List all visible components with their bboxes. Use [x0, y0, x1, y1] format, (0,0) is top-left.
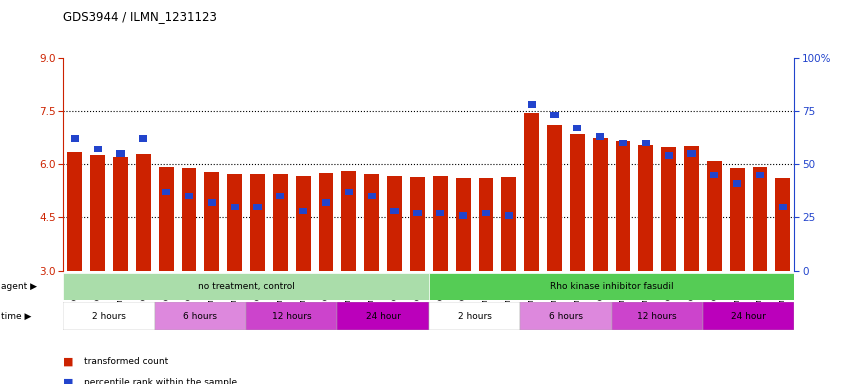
Text: transformed count: transformed count [84, 357, 169, 366]
Text: 24 hour: 24 hour [730, 311, 766, 321]
Bar [90, 155, 105, 271]
Text: no treatment, control: no treatment, control [197, 282, 295, 291]
Bar [227, 174, 242, 271]
Bar [295, 175, 311, 271]
Bar [113, 157, 127, 271]
Bar [63, 273, 428, 300]
Bar [390, 208, 398, 214]
Bar [661, 147, 675, 271]
Bar [432, 175, 447, 271]
Bar [755, 172, 763, 178]
Bar [204, 172, 219, 271]
Text: 2 hours: 2 hours [457, 311, 491, 321]
Bar [686, 150, 695, 157]
Bar [337, 302, 428, 330]
Bar [94, 146, 101, 152]
Bar [253, 204, 262, 210]
Text: percentile rank within the sample: percentile rank within the sample [84, 378, 237, 384]
Text: GDS3944 / ILMN_1231123: GDS3944 / ILMN_1231123 [63, 10, 217, 23]
Bar [638, 145, 652, 271]
Text: 6 hours: 6 hours [549, 311, 582, 321]
Bar [250, 174, 265, 271]
Bar [318, 173, 333, 271]
Bar [367, 193, 376, 199]
Bar [246, 302, 337, 330]
Bar [428, 273, 793, 300]
Text: 2 hours: 2 hours [92, 311, 126, 321]
Bar [549, 112, 558, 118]
Bar [230, 204, 239, 210]
Bar [387, 175, 402, 271]
Bar [136, 154, 150, 271]
Bar [569, 134, 584, 271]
Bar [592, 137, 607, 271]
Text: Rho kinase inhibitor fasudil: Rho kinase inhibitor fasudil [549, 282, 673, 291]
Text: agent ▶: agent ▶ [1, 282, 37, 291]
Bar [63, 302, 154, 330]
Bar [752, 167, 766, 271]
Bar [181, 169, 196, 271]
Bar [702, 302, 793, 330]
Text: 12 hours: 12 hours [636, 311, 676, 321]
Bar [299, 208, 307, 214]
Bar [710, 172, 717, 178]
Bar [684, 146, 698, 271]
Bar [159, 167, 173, 271]
Bar [546, 125, 561, 271]
Text: ■: ■ [63, 357, 73, 367]
Bar [276, 193, 284, 199]
Text: time ▶: time ▶ [1, 311, 31, 321]
Bar [322, 199, 330, 206]
Bar [139, 136, 147, 142]
Bar [729, 168, 744, 271]
Text: 6 hours: 6 hours [183, 311, 217, 321]
Bar [520, 302, 611, 330]
Bar [572, 125, 581, 131]
Bar [116, 150, 124, 157]
Bar [641, 140, 649, 146]
Bar [436, 210, 444, 216]
Bar [413, 210, 421, 216]
Bar [614, 141, 630, 271]
Bar [775, 178, 789, 271]
Bar [523, 113, 538, 271]
Bar [428, 302, 520, 330]
Bar [185, 193, 193, 199]
Bar [500, 177, 516, 271]
Bar [71, 136, 78, 142]
Bar [208, 199, 216, 206]
Bar [162, 189, 170, 195]
Bar [364, 174, 379, 271]
Bar [611, 302, 702, 330]
Bar [527, 101, 535, 108]
Bar [595, 133, 603, 140]
Bar [504, 212, 512, 218]
Text: 24 hour: 24 hour [365, 311, 400, 321]
Bar [706, 161, 721, 271]
Bar [68, 152, 82, 271]
Bar [733, 180, 740, 187]
Bar [154, 302, 246, 330]
Bar [481, 210, 490, 216]
Bar [409, 177, 425, 271]
Bar [663, 152, 672, 159]
Bar [778, 204, 786, 210]
Bar [455, 178, 470, 271]
Bar [344, 189, 353, 195]
Bar [341, 171, 356, 271]
Text: ■: ■ [63, 378, 73, 384]
Bar [273, 174, 288, 271]
Bar [478, 178, 493, 271]
Bar [618, 140, 626, 146]
Text: 12 hours: 12 hours [272, 311, 311, 321]
Bar [458, 212, 467, 218]
